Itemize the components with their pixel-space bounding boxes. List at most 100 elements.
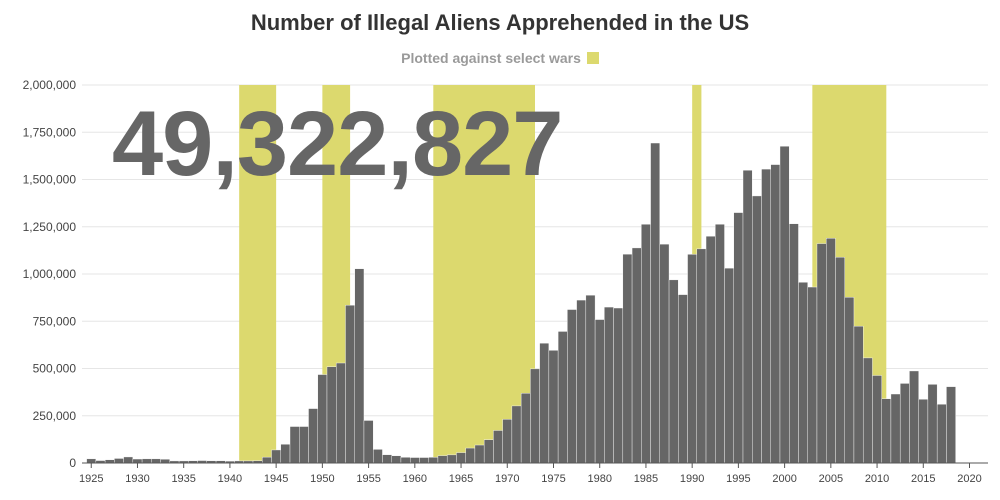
data-bar bbox=[946, 386, 956, 464]
y-tick-label: 2,000,000 bbox=[23, 78, 77, 92]
data-bar bbox=[585, 294, 596, 464]
data-bar bbox=[742, 170, 753, 464]
data-bar bbox=[687, 254, 697, 464]
data-bar bbox=[446, 454, 457, 464]
data-bar bbox=[696, 248, 707, 464]
x-tick-label: 2010 bbox=[865, 473, 889, 485]
data-bar bbox=[354, 268, 365, 464]
axes: 0 250,000 500,000 750,000 1,000,000 1,250,000… bbox=[23, 78, 988, 485]
x-tick-label: 1930 bbox=[125, 473, 149, 485]
data-bar bbox=[474, 444, 485, 464]
y-tick-label: 250,000 bbox=[33, 409, 77, 423]
x-tick-label: 1935 bbox=[171, 473, 195, 485]
data-bar bbox=[659, 243, 670, 464]
data-bar bbox=[363, 420, 374, 464]
data-bar bbox=[151, 458, 161, 464]
data-bar bbox=[927, 384, 938, 464]
x-tick-label: 2020 bbox=[957, 473, 981, 485]
data-bar bbox=[853, 325, 864, 464]
data-bar bbox=[835, 256, 845, 464]
data-bar bbox=[493, 430, 503, 464]
data-bar bbox=[409, 457, 420, 464]
data-bar bbox=[400, 457, 411, 464]
x-tick-label: 1965 bbox=[449, 473, 473, 485]
data-bar bbox=[890, 393, 901, 464]
chart-subtitle: Plotted against select wars bbox=[0, 50, 1000, 66]
data-bar bbox=[705, 235, 716, 464]
data-bar bbox=[770, 164, 781, 464]
y-tick-label: 750,000 bbox=[33, 314, 77, 328]
data-bar bbox=[807, 286, 818, 464]
data-bar bbox=[724, 267, 734, 464]
data-bar bbox=[567, 309, 577, 464]
data-bar bbox=[530, 368, 540, 464]
x-tick-label: 2005 bbox=[819, 473, 843, 485]
data-bar bbox=[715, 224, 725, 464]
data-bar bbox=[511, 405, 522, 464]
x-tick-label: 1995 bbox=[726, 473, 750, 485]
data-bar bbox=[289, 426, 300, 464]
data-bars bbox=[86, 142, 956, 464]
data-bar bbox=[382, 454, 392, 464]
data-bar bbox=[326, 366, 337, 464]
war-period-band bbox=[433, 85, 535, 463]
x-tick-label: 1990 bbox=[680, 473, 704, 485]
data-bar bbox=[641, 224, 651, 464]
data-bar bbox=[631, 247, 642, 464]
data-bar bbox=[345, 304, 355, 464]
data-bar bbox=[483, 439, 494, 464]
data-bar bbox=[539, 342, 550, 464]
x-tick-label: 1945 bbox=[264, 473, 288, 485]
data-bar bbox=[548, 350, 559, 464]
y-tick-label: 0 bbox=[69, 456, 76, 470]
y-tick-label: 500,000 bbox=[33, 362, 77, 376]
data-bar bbox=[826, 238, 836, 464]
x-tick-label: 1960 bbox=[403, 473, 427, 485]
data-bar bbox=[141, 458, 152, 464]
data-bar bbox=[271, 449, 281, 464]
data-bar bbox=[576, 299, 587, 464]
data-bar bbox=[373, 449, 383, 464]
data-bar bbox=[899, 383, 910, 464]
y-tick-label: 1,750,000 bbox=[23, 125, 77, 139]
data-bar bbox=[123, 456, 134, 464]
x-tick-label: 1980 bbox=[587, 473, 611, 485]
data-bar bbox=[114, 458, 124, 464]
data-bar bbox=[456, 452, 466, 464]
chart-title: Number of Illegal Aliens Apprehended in … bbox=[250, 10, 750, 35]
x-tick-label: 1975 bbox=[541, 473, 565, 485]
data-bar bbox=[280, 444, 291, 464]
data-bar bbox=[437, 455, 448, 464]
x-tick-label: 1955 bbox=[356, 473, 380, 485]
data-bar bbox=[604, 306, 614, 464]
data-bar bbox=[872, 375, 882, 464]
data-bar bbox=[909, 370, 919, 464]
data-bar bbox=[336, 362, 346, 464]
y-tick-label: 1,000,000 bbox=[23, 267, 77, 281]
data-bar bbox=[317, 374, 328, 464]
data-bar bbox=[594, 319, 605, 464]
data-bar bbox=[650, 142, 661, 464]
y-tick-label: 1,500,000 bbox=[23, 173, 77, 187]
data-bar bbox=[419, 457, 429, 464]
data-bar bbox=[918, 399, 929, 464]
data-bar bbox=[798, 282, 808, 464]
data-bar bbox=[502, 419, 513, 464]
data-bar bbox=[844, 297, 855, 464]
x-tick-label: 1985 bbox=[634, 473, 658, 485]
data-bar bbox=[761, 168, 771, 464]
data-bar bbox=[86, 458, 97, 464]
data-bar bbox=[862, 357, 873, 464]
war-legend-swatch bbox=[586, 52, 599, 64]
data-bar bbox=[299, 426, 309, 464]
x-tick-label: 1940 bbox=[218, 473, 242, 485]
x-tick-label: 2015 bbox=[911, 473, 935, 485]
data-bar bbox=[391, 455, 402, 464]
data-bar bbox=[779, 146, 790, 464]
data-bar bbox=[668, 279, 679, 464]
x-tick-label: 2000 bbox=[772, 473, 796, 485]
war-period-band bbox=[239, 85, 277, 463]
data-bar bbox=[557, 331, 568, 464]
y-tick-label: 1,250,000 bbox=[23, 220, 77, 234]
data-bar bbox=[520, 393, 531, 464]
